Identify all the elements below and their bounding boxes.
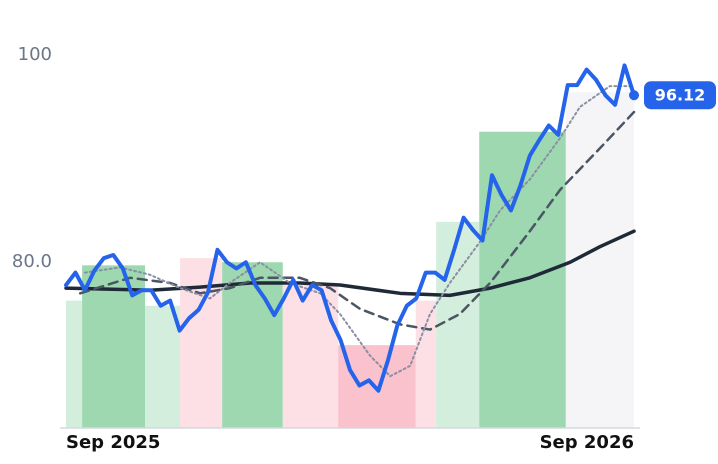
region <box>415 300 437 428</box>
last-point <box>629 90 639 101</box>
y-tick-label: 80.0 <box>12 251 52 272</box>
y-tick-label: 100 <box>18 44 52 65</box>
region <box>66 300 83 428</box>
series-line <box>78 110 636 331</box>
series-line <box>64 63 636 393</box>
x-tick-label: Sep 2026 <box>540 432 634 453</box>
region <box>145 305 181 428</box>
region <box>222 262 283 428</box>
value-badge-label: 96.12 <box>655 86 706 105</box>
region <box>180 258 223 428</box>
x-tick-label: Sep 2025 <box>66 432 160 453</box>
value-badge <box>644 81 716 110</box>
series-line <box>83 85 635 378</box>
series-line <box>64 229 636 298</box>
region <box>436 221 480 428</box>
region <box>282 285 339 428</box>
